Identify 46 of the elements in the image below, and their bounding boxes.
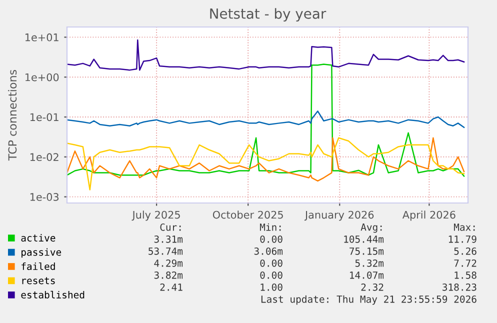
legend-label: active <box>21 234 56 242</box>
text: 318.23 <box>442 283 476 291</box>
y-tick-label: 1e+00 <box>25 73 59 82</box>
text: 0.00 <box>260 271 282 279</box>
text: Min: <box>260 223 281 231</box>
text: 1.58 <box>454 271 476 279</box>
text: 0.00 <box>260 235 282 243</box>
text: Cur: <box>160 223 181 231</box>
x-tick-label: July 2025 <box>132 210 180 221</box>
line-series <box>67 137 465 190</box>
y-tick-label: 1e+01 <box>25 33 58 42</box>
text: 53.74m <box>148 247 183 255</box>
text: Max: <box>454 224 475 231</box>
text: 75.15m <box>350 248 384 255</box>
y-tick-label: 1e-01 <box>30 113 58 122</box>
line-series <box>67 64 465 177</box>
text: 7.72 <box>454 259 476 267</box>
line-series <box>67 110 465 128</box>
text: Last update: Thu May 21 23:55:59 2026 <box>261 295 476 305</box>
text: 3.82m <box>154 271 183 279</box>
legend-label: failed <box>22 262 55 270</box>
text: 3.06m <box>254 247 283 255</box>
legend-label: passive <box>22 248 62 258</box>
text: 11.79 <box>448 235 476 243</box>
x-tick-label: April 2026 <box>402 210 456 221</box>
line-series <box>67 137 465 182</box>
text: Avg: <box>360 224 382 233</box>
text: 5.26 <box>454 247 476 255</box>
chart-title: Netstat - by year <box>210 8 326 22</box>
x-tick-label: January 2026 <box>304 210 374 221</box>
y-axis-title: TCP connections <box>8 70 17 161</box>
text: 3.31m <box>154 235 183 243</box>
y-tick-label: 1e-03 <box>30 193 59 201</box>
text: 2.41 <box>160 283 182 291</box>
text: 14.07m <box>350 271 384 279</box>
text: 105.44m <box>344 235 384 243</box>
text: 2.32 <box>361 283 384 291</box>
y-tick-label: 1e-02 <box>30 153 58 162</box>
x-tick-label: October 2025 <box>212 210 283 219</box>
text: 5.32m <box>355 259 384 267</box>
line-series <box>67 39 465 71</box>
text: 0.00 <box>260 259 282 267</box>
text: 1.00 <box>260 283 282 291</box>
text: 4.29m <box>154 259 183 267</box>
legend-label: resets <box>22 277 55 284</box>
legend-label: established <box>21 290 84 298</box>
